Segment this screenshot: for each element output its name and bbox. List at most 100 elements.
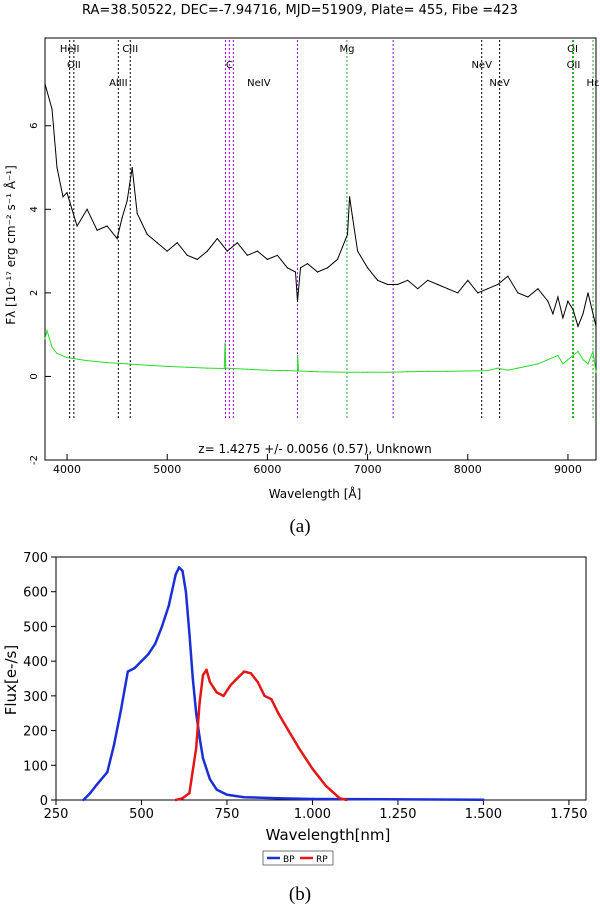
point-flux-39 [349,196,351,198]
y-tick-label-4: 6 [29,123,40,129]
point-RP-1 [181,797,184,800]
point-sky-28 [467,370,469,372]
x-tick-label-0: 4000 [53,463,81,476]
series-sky [44,328,597,373]
point-RP-20 [311,767,314,770]
caption-a: (a) [289,516,311,537]
point-sky-29 [487,370,489,372]
line-label-13: OII [567,60,581,71]
point-flux-1 [51,108,53,110]
point-RP-12 [242,670,246,673]
point-sky-12 [223,367,225,370]
point-BP-8 [140,659,143,663]
point-flux-10 [116,238,118,240]
y-tick-label-3: 4 [29,206,40,212]
point-flux-60 [547,300,549,302]
point-sky-22 [346,371,349,373]
point-flux-40 [352,217,354,219]
point-RP-18 [287,729,290,732]
point-flux-22 [216,238,218,240]
point-BP-19 [195,712,198,715]
flux-y-tick-label-5: 500 [23,620,48,635]
series-RP [175,668,347,802]
y-tick-label-2: 2 [29,290,40,296]
caption-b: (b) [288,884,312,905]
point-flux-55 [497,283,499,286]
point-sky-32 [517,367,519,369]
point-sky-2 [51,346,53,348]
point-flux-56 [507,275,509,277]
point-sky-8 [146,364,148,366]
flux-x-tick-label-2: 750 [215,807,240,822]
point-flux-5 [71,208,73,210]
point-BP-2 [95,783,99,786]
point-BP-20 [198,736,201,739]
flux-x-tick-label-1: 500 [129,807,154,822]
point-sky-19 [297,354,299,357]
line-label-1: OII [67,60,81,71]
x-tick-label-3: 7000 [354,463,382,476]
point-BP-1 [89,791,92,795]
point-RP-0 [174,798,177,802]
flux-x-tick-label-5: 1.500 [465,807,502,822]
point-sky-0 [44,338,46,340]
point-flux-68 [587,292,589,294]
point-sky-5 [86,360,88,362]
point-RP-17 [277,712,280,715]
point-flux-45 [397,283,399,286]
point-flux-11 [121,217,123,219]
point-sky-21 [316,371,319,373]
point-BP-25 [242,796,246,799]
point-BP-10 [154,642,157,645]
series-BP [82,566,484,801]
point-BP-24 [225,793,229,796]
y-tick-label-0: -2 [29,455,40,465]
point-BP-4 [112,743,116,746]
flux-x-tick-label-4: 1.250 [379,807,416,822]
point-sky-34 [537,363,539,365]
point-RP-21 [324,784,328,788]
spectrum-x-axis-label: Wavelength [Å] [269,486,362,501]
point-flux-2 [56,166,58,169]
flux-x-tick-label-0: 250 [44,807,69,822]
point-BP-9 [147,653,150,656]
point-BP-16 [184,590,188,593]
point-RP-5 [201,673,205,677]
point-sky-18 [296,370,299,372]
flux-y-tick-label-6: 600 [23,586,48,601]
point-sky-17 [286,370,288,372]
point-flux-59 [537,288,539,290]
point-BP-6 [126,670,129,673]
point-flux-58 [527,296,529,298]
point-sky-41 [587,363,589,365]
point-sky-9 [166,365,168,367]
point-sky-30 [497,367,499,369]
point-flux-37 [341,246,344,248]
point-RP-8 [215,691,218,694]
line-label-10: NeV [471,60,492,71]
point-flux-53 [477,292,479,294]
point-sky-20 [297,370,300,372]
point-BP-18 [191,677,194,680]
point-flux-70 [595,325,597,327]
point-BP-5 [119,708,123,711]
point-sky-37 [562,363,564,365]
point-RP-16 [270,698,273,701]
point-RP-11 [236,677,239,680]
point-flux-38 [346,233,349,235]
point-flux-12 [126,200,128,202]
point-flux-67 [582,313,584,315]
bp-rp-flux-chart: 250 500 750 1.000 1.250 1.500 1.750 0 100 200 300 4… [2,551,588,866]
line-label-8: Mg [339,44,354,55]
point-RP-19 [297,746,300,750]
x-tick-label-5: 9000 [554,463,582,476]
x-tick-label-2: 6000 [253,463,281,476]
point-sky-40 [582,359,584,361]
point-RP-4 [198,701,201,704]
point-flux-25 [246,254,248,256]
point-flux-21 [206,250,208,252]
point-flux-61 [552,313,554,315]
point-flux-36 [336,258,339,260]
point-flux-52 [467,279,469,281]
point-flux-44 [387,283,389,286]
